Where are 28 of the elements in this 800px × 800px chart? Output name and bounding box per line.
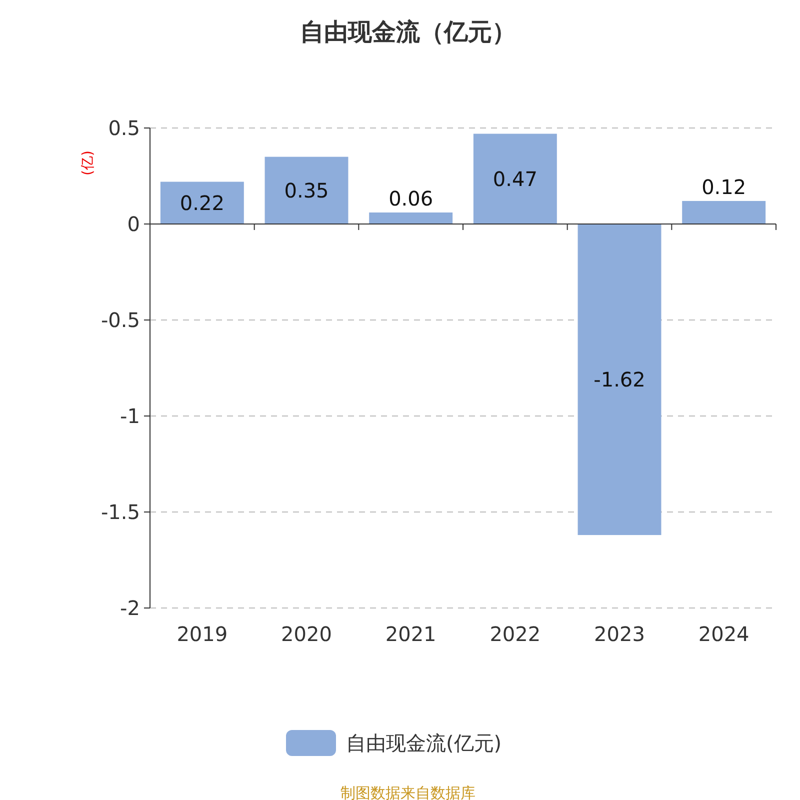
chart-title: 自由现金流（亿元）: [300, 18, 516, 46]
bar: [473, 134, 557, 224]
y-tick-label: -0.5: [100, 308, 140, 332]
x-tick-label: 2020: [281, 622, 332, 646]
y-tick-label: 0: [127, 212, 140, 236]
x-tick-label: 2019: [176, 622, 228, 646]
x-tick-label: 2022: [490, 622, 541, 646]
x-tick-label: 2021: [385, 622, 436, 646]
data-label: -1.62: [594, 368, 646, 392]
bar: [264, 156, 348, 224]
y-tick-label: -1.5: [100, 500, 140, 524]
y-tick-label: -1: [120, 404, 140, 428]
legend-label: 自由现金流(亿元): [346, 731, 502, 755]
y-axis-title: (亿): [80, 150, 96, 176]
data-label: 0.12: [702, 174, 746, 199]
y-tick-label: 0.5: [108, 116, 140, 140]
y-tick-label: -2: [120, 596, 140, 620]
x-tick-label: 2023: [594, 622, 645, 646]
bar: [682, 200, 766, 224]
data-label: 0.47: [492, 166, 538, 191]
text: 制图数据来自数据库: [340, 784, 476, 800]
data-label: 0.35: [284, 178, 329, 202]
bar: [160, 182, 244, 224]
data-label: 0.22: [180, 190, 224, 215]
bar: [369, 212, 453, 224]
data-label: 0.06: [388, 186, 434, 210]
bar: [578, 224, 662, 536]
x-tick-label: 2024: [698, 622, 750, 646]
